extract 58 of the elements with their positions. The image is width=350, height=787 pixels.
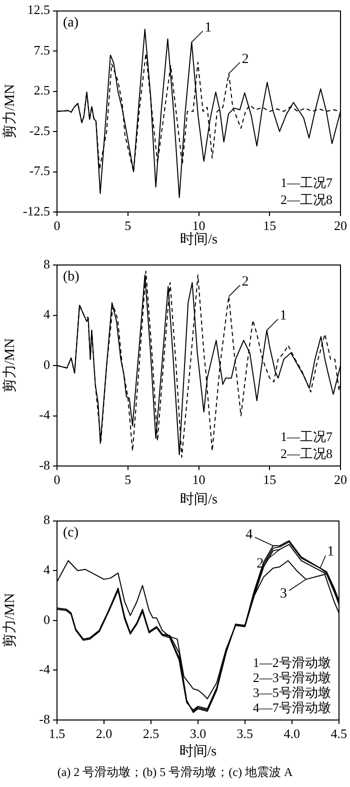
annotation: 2 — [242, 274, 249, 290]
x-tick-label: 0 — [54, 472, 60, 488]
chart-title: (c) — [63, 525, 79, 540]
y-tick-label: -8 — [39, 457, 50, 472]
y-tick-label: 2.5 — [34, 82, 50, 98]
x-tick-label: 20 — [334, 218, 347, 234]
annotation: 1—工况7 — [280, 429, 333, 444]
x-tick-label: 10 — [192, 472, 206, 488]
y-tick-label: -4 — [39, 662, 50, 677]
x-tick-label: 3.5 — [236, 726, 254, 742]
x-tick-label: 10 — [192, 218, 206, 234]
x-tick-label: 3.0 — [190, 726, 206, 742]
y-tick-label: 4 — [44, 306, 50, 322]
annotation: 1 — [204, 20, 212, 36]
annotation: 1 — [327, 544, 334, 560]
y-tick-label: 7.5 — [34, 42, 50, 58]
y-tick-label: -7.5 — [29, 163, 50, 178]
chart-title: (a) — [63, 15, 79, 30]
annotation: 2—工况8 — [280, 446, 332, 461]
x-tick-label: 15 — [263, 218, 276, 234]
x-tick-label: 4.5 — [330, 726, 347, 742]
y-tick-label: 0 — [44, 612, 50, 627]
x-axis-title: 时间/s — [180, 231, 218, 248]
x-tick-label: 5 — [124, 472, 132, 488]
x-axis-title: 时间/s — [180, 491, 218, 508]
annotation: 2—3号滑动墩 — [252, 670, 331, 685]
x-tick-label: 4.0 — [284, 726, 300, 742]
x-tick-label: 1.5 — [48, 726, 66, 742]
annotation: 4 — [246, 528, 253, 543]
annotation: 2—工况8 — [280, 192, 332, 207]
annotation: 4—7号滑动墩 — [252, 700, 331, 715]
y-axis-title: 剪力/MN — [2, 84, 18, 139]
y-tick-label: 12.5 — [27, 2, 50, 18]
y-tick-label: -8 — [39, 711, 50, 726]
y-tick-label: -4 — [39, 407, 50, 422]
x-tick-label: 15 — [263, 472, 276, 488]
x-tick-label: 2.0 — [96, 726, 112, 742]
annotation: 1—工况7 — [280, 175, 333, 190]
chart-title: (b) — [63, 270, 80, 285]
y-tick-label: -12.5 — [22, 203, 50, 218]
annotation: 2 — [242, 52, 249, 67]
x-axis-title: 时间/s — [179, 743, 217, 760]
x-tick-label: 0 — [54, 218, 60, 234]
y-tick-label: 8 — [44, 256, 50, 272]
y-axis-title: 剪力/MN — [2, 593, 18, 648]
annotation: 3—5号滑动墩 — [252, 685, 331, 700]
annotation: 1 — [280, 308, 287, 324]
x-tick-label: 5 — [124, 218, 132, 234]
x-tick-label: 20 — [334, 472, 347, 488]
annotation: 3 — [280, 586, 287, 602]
text: (a) 2 号滑动墩；(b) 5 号滑动墩；(c) 地震波 A — [56, 764, 294, 781]
y-tick-label: 4 — [44, 562, 50, 578]
y-tick-label: 8 — [44, 512, 50, 528]
y-axis-title: 剪力/MN — [2, 338, 18, 393]
x-tick-label: 2.5 — [142, 726, 160, 742]
annotation: 1—2号滑动墩 — [252, 655, 331, 670]
y-tick-label: -2.5 — [29, 122, 50, 138]
y-tick-label: 0 — [44, 356, 50, 372]
